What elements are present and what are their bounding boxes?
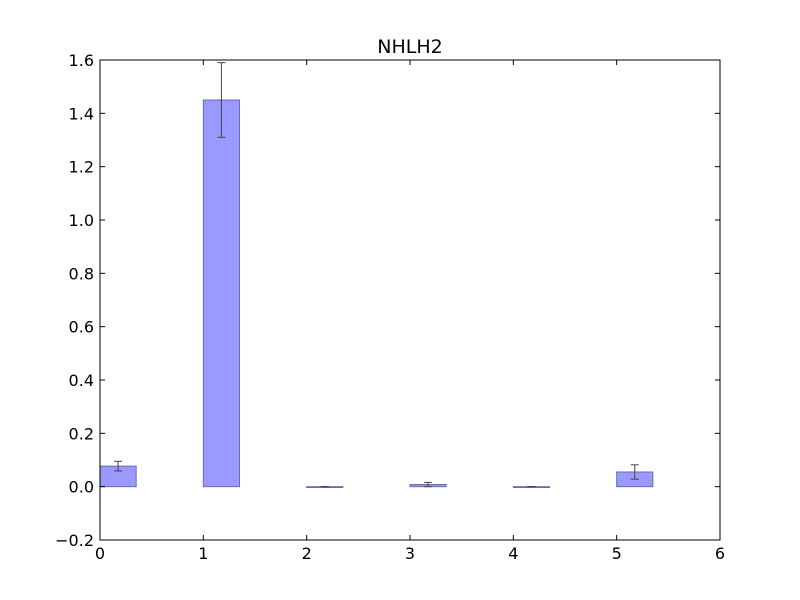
error-bar-1	[217, 62, 226, 138]
y-tick-label-4: 0.6	[69, 318, 94, 337]
bars-layer	[99, 99, 654, 488]
x-tick-label-5: 5	[612, 544, 622, 563]
x-tick-label-0: 0	[95, 544, 105, 563]
y-tick-label-2: 0.2	[69, 424, 94, 443]
y-tick-label-1: 0.0	[69, 478, 94, 497]
y-tick-label-6: 1.0	[69, 211, 94, 230]
x-tick-label-3: 3	[405, 544, 415, 563]
error-bar-0	[114, 460, 123, 472]
plot-area-frame	[99, 59, 721, 541]
x-tick-labels: 0 1 2 3 4 5 6	[95, 544, 725, 563]
y-tick-label-5: 0.8	[69, 264, 94, 283]
x-tick-label-4: 4	[508, 544, 518, 563]
y-tick-label-3: 0.4	[69, 371, 94, 390]
y-tick-labels: −0.2 0.0 0.2 0.4 0.6 0.8 1.0 1.2 1.4 1.6	[55, 51, 94, 550]
bar-1	[202, 99, 240, 488]
x-tick-label-2: 2	[302, 544, 312, 563]
y-tick-label-7: 1.2	[69, 158, 94, 177]
error-bars-layer	[114, 62, 639, 488]
x-tick-label-6: 6	[715, 544, 725, 563]
error-bar-3	[424, 481, 433, 488]
y-tick-label-8: 1.4	[69, 104, 94, 123]
ticks-layer	[99, 59, 721, 541]
chart-title: NHLH2	[377, 36, 442, 58]
y-tick-label-0: −0.2	[55, 531, 94, 550]
x-tick-label-1: 1	[198, 544, 208, 563]
y-tick-label-9: 1.6	[69, 51, 94, 70]
error-bar-5	[630, 464, 639, 480]
